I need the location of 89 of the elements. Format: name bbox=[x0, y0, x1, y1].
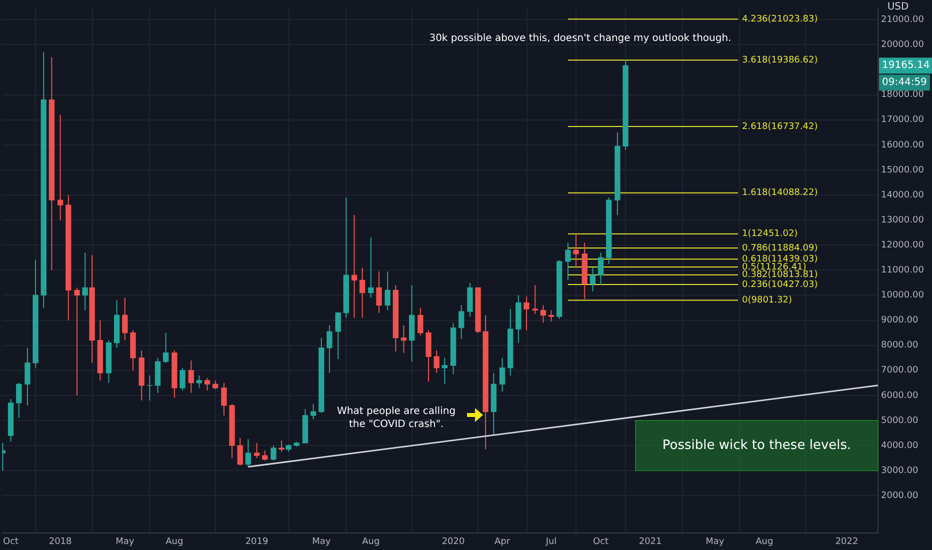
candlestick bbox=[359, 267, 366, 318]
candlestick bbox=[24, 347, 30, 406]
ref-line-label: 0(9801.32) bbox=[742, 296, 792, 306]
candlestick bbox=[376, 270, 382, 314]
x-tick-label: 2022 bbox=[835, 536, 858, 547]
candlestick bbox=[162, 332, 169, 364]
x-tick-label: May bbox=[116, 536, 135, 547]
ref-line-label: 1(12451.02) bbox=[742, 229, 798, 240]
candlestick bbox=[565, 242, 571, 281]
x-tick-label: Apr bbox=[494, 536, 510, 547]
candlestick bbox=[310, 404, 316, 420]
ref-line-label: 0.236(10427.03) bbox=[742, 280, 818, 290]
ref-line-label: 4.236(21023.83) bbox=[742, 14, 818, 24]
candlestick bbox=[57, 114, 64, 221]
candlestick bbox=[418, 307, 424, 336]
ref-line-label: 0.382(10813.81) bbox=[742, 270, 818, 280]
x-tick-label: Jul bbox=[544, 536, 557, 547]
candlestick bbox=[245, 438, 252, 468]
candlestick bbox=[548, 310, 554, 322]
y-tick-label: 12000.00 bbox=[881, 240, 924, 250]
candlestick bbox=[532, 284, 538, 315]
candlestick bbox=[335, 312, 341, 360]
candlestick bbox=[400, 324, 407, 354]
candlestick bbox=[74, 287, 80, 396]
candlestick bbox=[196, 374, 202, 388]
y-tick-label: 6000.00 bbox=[881, 390, 918, 401]
candlestick bbox=[573, 233, 579, 268]
x-tick-label: May bbox=[312, 536, 332, 547]
y-tick-label: 4000.00 bbox=[881, 440, 918, 451]
x-tick-label: 2018 bbox=[48, 536, 72, 547]
candlestick bbox=[16, 382, 22, 418]
x-tick-label: Oct bbox=[592, 536, 610, 547]
candlestick bbox=[368, 237, 374, 298]
candlestick bbox=[204, 377, 210, 391]
y-axis-title: USD bbox=[887, 2, 909, 13]
ref-line-label: 3.618(19386.62) bbox=[742, 55, 818, 66]
candlestick bbox=[540, 304, 546, 324]
candlestick bbox=[82, 252, 88, 311]
y-tick-label: 5000.00 bbox=[881, 416, 918, 426]
x-tick-label: Aug bbox=[166, 536, 184, 547]
candlestick bbox=[434, 350, 440, 374]
y-tick-label: 17000.00 bbox=[881, 115, 924, 126]
candlestick bbox=[122, 297, 128, 341]
band-label: Possible wick to these levels. bbox=[662, 438, 852, 453]
candlestick bbox=[262, 450, 268, 462]
candlestick bbox=[254, 442, 260, 459]
candlestick bbox=[237, 438, 243, 466]
ref-line-label: 0.786(11884.09) bbox=[742, 243, 818, 254]
candlestick bbox=[278, 440, 284, 452]
y-tick-label: 13000.00 bbox=[881, 215, 924, 226]
y-tick-label: 16000.00 bbox=[881, 140, 924, 150]
annotation: 30k possible above this, doesn't change my outlook though. bbox=[429, 32, 732, 44]
x-tick-label: 2019 bbox=[245, 536, 269, 547]
candlestick bbox=[499, 357, 506, 392]
candlestick bbox=[188, 360, 194, 394]
y-tick-label: 7000.00 bbox=[881, 366, 918, 376]
candlestick bbox=[598, 252, 604, 286]
y-tick-label: 15000.00 bbox=[881, 165, 924, 176]
text: 19165.14 bbox=[882, 60, 930, 72]
x-tick-label: 2020 bbox=[442, 536, 465, 547]
y-tick-label: 9000.00 bbox=[881, 316, 918, 326]
candlestick bbox=[384, 270, 390, 311]
x-tick-label: 2021 bbox=[638, 536, 662, 547]
ref-line-label: 2.618(16737.42) bbox=[742, 122, 818, 132]
y-tick-label: 2000.00 bbox=[881, 490, 918, 501]
candlestick bbox=[180, 367, 186, 391]
y-tick-label: 21000.00 bbox=[881, 15, 924, 26]
y-tick-label: 18000.00 bbox=[881, 90, 924, 100]
ref-line-label: 1.618(14088.22) bbox=[742, 188, 818, 198]
y-tick-label: 8000.00 bbox=[881, 340, 918, 351]
candlestick bbox=[351, 214, 358, 318]
candlestick bbox=[442, 357, 448, 385]
candlestick bbox=[458, 304, 464, 340]
y-tick-label: 20000.00 bbox=[881, 40, 924, 50]
x-tick-label: Aug bbox=[362, 536, 380, 547]
candlestick bbox=[524, 296, 530, 331]
candlestick bbox=[590, 267, 596, 292]
candlestick bbox=[221, 382, 227, 416]
text: 09:44:59 bbox=[882, 77, 927, 88]
y-tick-label: 14000.00 bbox=[881, 190, 924, 200]
x-tick-label: Oct bbox=[3, 536, 20, 547]
candlestick bbox=[326, 324, 332, 374]
x-tick-label: May bbox=[706, 536, 725, 547]
x-tick-label: Aug bbox=[756, 536, 774, 547]
annotation: What people are calling the "COVID crash". bbox=[337, 406, 456, 430]
y-tick-label: 11000.00 bbox=[881, 266, 924, 276]
y-tick-label: 3000.00 bbox=[881, 466, 918, 476]
candlestick bbox=[270, 445, 276, 462]
y-tick-label: 10000.00 bbox=[881, 290, 924, 301]
